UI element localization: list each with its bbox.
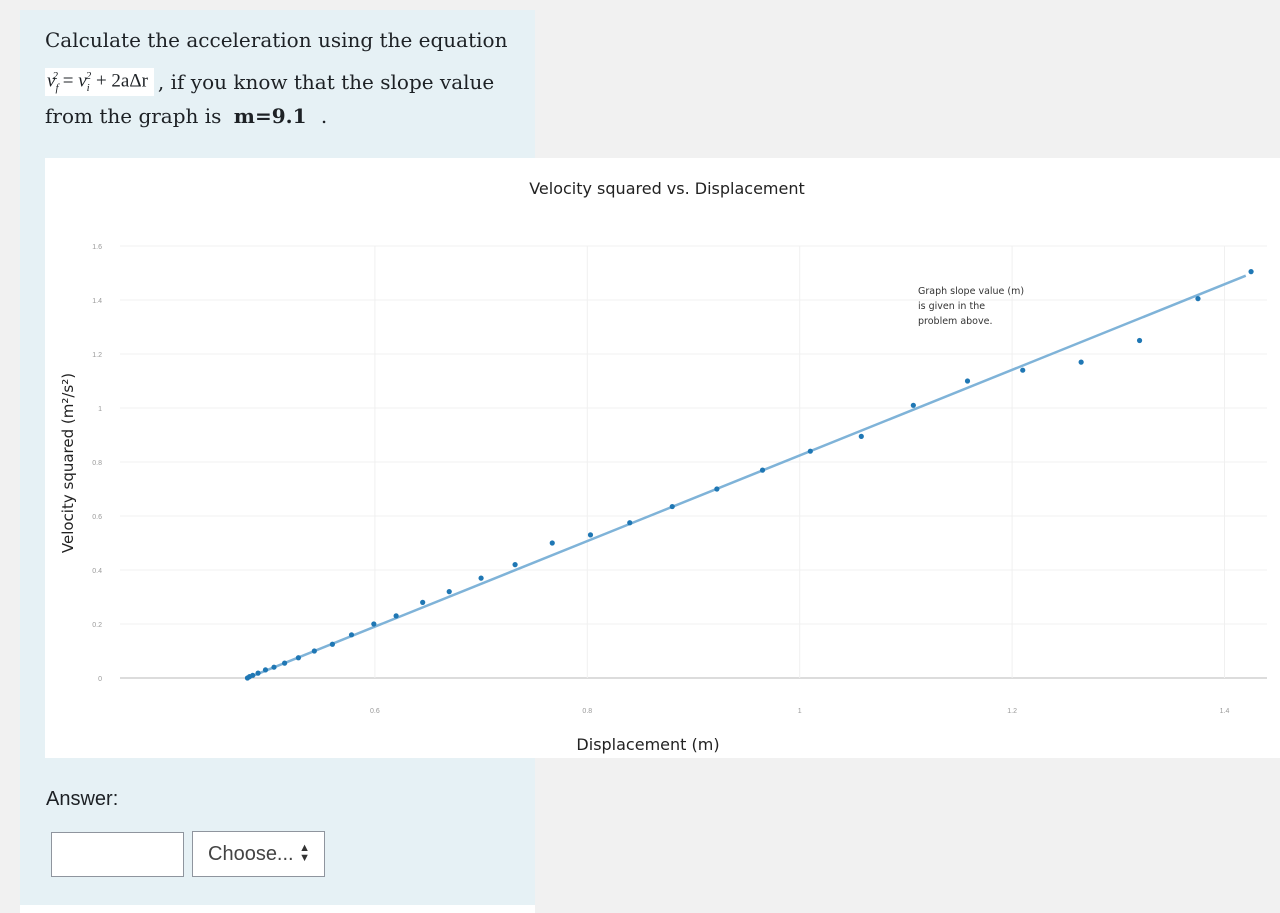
y-tick-label: 0.6 [92,514,102,521]
data-point [807,448,813,454]
unit-select[interactable]: Choose... ▲ ▼ [192,831,325,877]
y-tick-label: 0.2 [92,622,102,629]
x-tick-label: 0.8 [582,708,592,715]
data-point [1248,269,1254,275]
data-point [329,641,336,647]
chart-title: Velocity squared vs. Displacement [529,179,805,198]
data-point [549,540,555,546]
data-point [1195,296,1201,302]
trend-line [246,274,1247,680]
annotation-line: Graph slope value (m) [918,286,1024,297]
velocity-displacement-chart: 0 0.2 0.4 0.6 0.8 1 1.2 1.4 1.6 0.6 0.8 1 1.2 1.4 Velo… [45,158,1280,758]
x-tick-label: 1 [798,708,802,715]
data-point [311,648,317,654]
question-text-line1: Calculate the acceleration using the equ… [45,28,508,52]
question-text-line3: from the graph is m=9.1 . [45,104,327,128]
data-point [420,599,426,605]
question-text-line2-suffix: , if you know that the slope value [157,70,495,95]
y-tick-label: 0 [98,676,102,683]
y-tick-label: 1.4 [92,298,102,305]
annotation-line: problem above. [918,316,992,327]
y-axis-label: Velocity squared (m²/s²) [59,373,77,553]
data-point [478,575,484,581]
x-tick-label: 1.2 [1007,708,1017,715]
data-point [271,664,277,670]
data-point [858,433,864,439]
data-point [910,402,916,408]
data-point [1078,359,1084,365]
select-arrows-icon: ▲ ▼ [299,842,310,864]
question-text-line3-prefix: from the graph is [45,104,222,128]
data-point [262,667,269,673]
y-tick-label: 0.8 [92,460,102,467]
chart-svg: 0 0.2 0.4 0.6 0.8 1 1.2 1.4 1.6 0.6 0.8 1 1.2 1.4 Velo… [59,179,1267,754]
data-point [1020,367,1026,373]
period: . [320,104,328,128]
slope-value: m=9.1 [233,104,307,128]
x-axis-label: Displacement (m) [576,735,719,754]
question-text-line2: vf2 = vi2 + 2aΔr , if you know that the … [45,68,495,97]
x-tick-label: 1.4 [1220,708,1230,715]
data-point [371,621,377,627]
data-point [1136,337,1143,344]
answer-input[interactable] [51,832,184,877]
data-point [393,613,399,619]
x-tick-label: 0.6 [370,708,380,715]
annotation-line: is given in the [918,301,985,312]
panel-bottom-strip [20,905,535,913]
data-point [512,562,518,568]
y-tick-label: 0.4 [92,568,102,575]
data-point [669,503,675,510]
equation: vf2 = vi2 + 2aΔr [45,68,154,97]
unit-select-value: Choose... [208,842,294,865]
y-tick-label: 1.2 [92,352,102,359]
data-point [759,467,766,473]
answer-label: Answer: [46,788,119,810]
data-point [587,532,594,538]
data-point [964,378,971,384]
data-point [627,520,633,526]
data-point [446,589,452,595]
data-point [250,672,256,678]
data-point [282,660,288,666]
data-point [295,655,302,661]
data-point [255,670,261,676]
data-point [348,632,355,638]
y-tick-label: 1.6 [92,244,102,251]
y-tick-label: 1 [98,406,102,413]
data-point [714,486,720,492]
